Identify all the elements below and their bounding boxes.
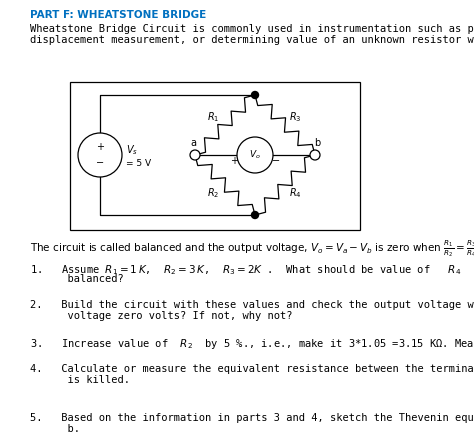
Circle shape <box>237 137 273 173</box>
Text: The circuit is called balanced and the output voltage, $V_o = V_a - V_b$ is zero: The circuit is called balanced and the o… <box>30 238 474 259</box>
Text: $V_s$: $V_s$ <box>126 143 138 157</box>
Circle shape <box>78 133 122 177</box>
Circle shape <box>310 150 320 160</box>
Text: displacement measurement, or determining value of an unknown resistor with high : displacement measurement, or determining… <box>30 35 474 45</box>
Text: a: a <box>190 138 196 148</box>
Text: $R_2$: $R_2$ <box>207 186 219 200</box>
Circle shape <box>190 150 200 160</box>
Text: $R_3$: $R_3$ <box>289 110 301 124</box>
Text: b: b <box>314 138 320 148</box>
Text: 4.   Calculate or measure the equivalent resistance between the terminals a and : 4. Calculate or measure the equivalent r… <box>30 364 474 374</box>
Circle shape <box>252 211 258 218</box>
Text: $R_1$: $R_1$ <box>207 110 219 124</box>
Text: 1.   Assume $R_1 = 1\,K$,  $R_2 = 3\,K$,  $R_3 = 2K$ .  What should be value of : 1. Assume $R_1 = 1\,K$, $R_2 = 3\,K$, $R… <box>30 263 474 277</box>
Text: $V_o$: $V_o$ <box>249 149 261 161</box>
Text: 3.   Increase value of  $R_2$  by 5 %., i.e., make it 3*1.05 =3.15 KΩ. Measure t: 3. Increase value of $R_2$ by 5 %., i.e.… <box>30 337 474 351</box>
Bar <box>70 82 360 230</box>
Text: 5.   Based on the information in parts 3 and 4, sketch the Thevenin equivalent b: 5. Based on the information in parts 3 a… <box>30 413 474 423</box>
Text: −: − <box>272 156 280 166</box>
Text: voltage zero volts? If not, why not?: voltage zero volts? If not, why not? <box>30 311 292 321</box>
Text: 2.   Build the circuit with these values and check the output voltage with a vol: 2. Build the circuit with these values a… <box>30 300 474 310</box>
Text: Wheatstone Bridge Circuit is commonly used in instrumentation such as pressure m: Wheatstone Bridge Circuit is commonly us… <box>30 24 474 34</box>
Text: b.: b. <box>30 424 80 434</box>
Text: $R_4$: $R_4$ <box>289 186 301 200</box>
Text: −: − <box>96 158 104 168</box>
Circle shape <box>252 92 258 98</box>
Text: +: + <box>230 156 238 166</box>
Text: = 5 V: = 5 V <box>126 159 151 167</box>
Text: PART F: WHEATSTONE BRIDGE: PART F: WHEATSTONE BRIDGE <box>30 10 206 20</box>
Text: is killed.: is killed. <box>30 375 130 385</box>
Text: balanced?: balanced? <box>30 274 124 284</box>
Text: +: + <box>96 142 104 152</box>
